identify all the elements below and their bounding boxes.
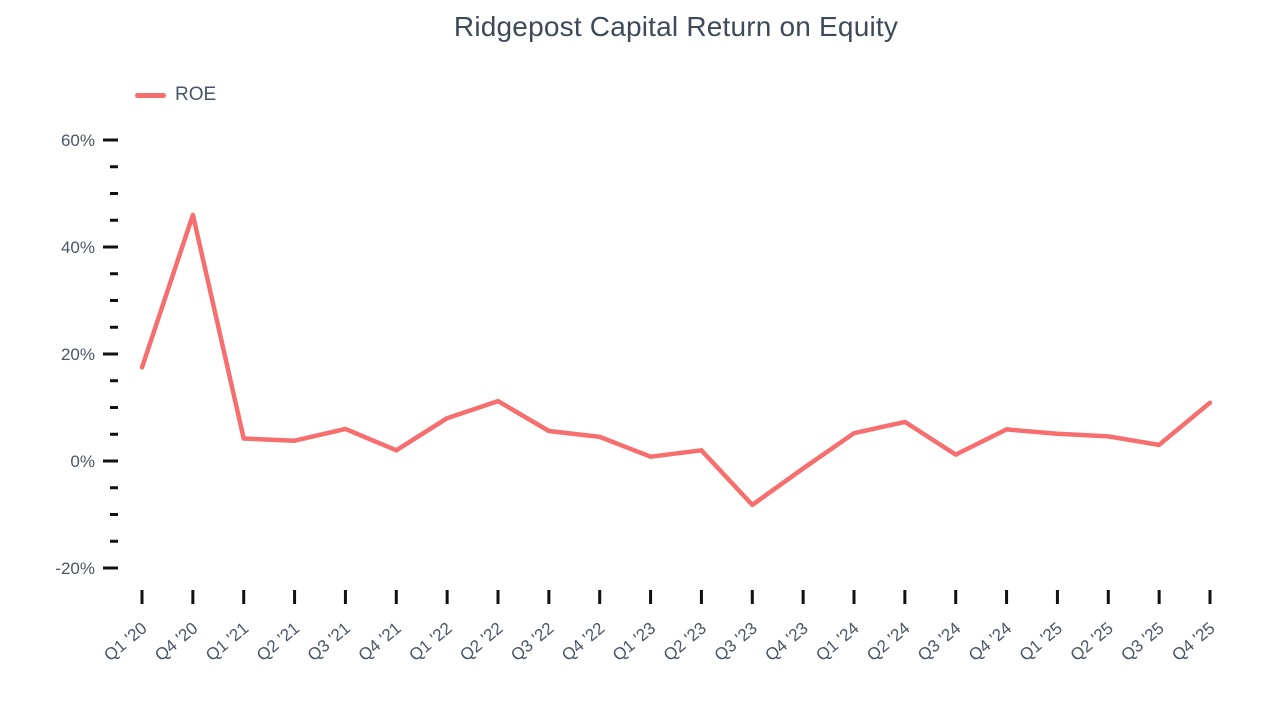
x-axis-tick-label: Q4 '20 (151, 619, 201, 665)
x-axis-tick-label: Q2 '23 (660, 619, 710, 665)
x-axis-tick-label: Q2 '21 (253, 619, 303, 665)
x-axis-tick-label: Q1 '21 (202, 619, 252, 665)
y-axis-tick-label: -20% (55, 559, 95, 578)
legend-line-swatch (135, 92, 166, 98)
x-axis-tick-label: Q4 '23 (762, 619, 812, 665)
x-axis-tick-label: Q3 '21 (304, 619, 354, 665)
x-axis-tick-label: Q2 '24 (863, 619, 913, 665)
x-axis-tick-label: Q3 '23 (711, 619, 761, 665)
roe-series-line[interactable] (139, 212, 1213, 508)
x-axis-tick-label: Q4 '22 (558, 619, 608, 665)
y-axis-tick-label: 0% (70, 452, 95, 471)
x-axis-tick-label: Q2 '25 (1067, 619, 1117, 665)
x-axis-tick-label: Q1 '24 (812, 619, 862, 665)
x-axis-tick-label: Q3 '25 (1118, 619, 1168, 665)
x-axis-tick-label: Q4 '24 (965, 619, 1015, 665)
legend-label: ROE (175, 84, 217, 105)
legend-item-roe[interactable]: ROE (135, 84, 216, 106)
x-axis-tick-label: Q1 '23 (609, 619, 659, 665)
x-axis-tick-label: Q2 '22 (456, 619, 506, 665)
y-axis-tick-label: 40% (61, 238, 95, 257)
x-axis-tick-label: Q3 '22 (507, 619, 557, 665)
x-axis-tick-label: Q3 '24 (914, 619, 964, 665)
y-axis-tick-label: 20% (61, 345, 95, 364)
x-axis-tick-label: Q4 '25 (1168, 619, 1218, 665)
x-axis-tick-label: Q1 '25 (1016, 619, 1066, 665)
x-axis-tick-label: Q1 '22 (406, 619, 456, 665)
x-axis-tick-label: Q4 '21 (355, 619, 405, 665)
chart-title: Ridgepost Capital Return on Equity (453, 11, 899, 42)
x-axis-tick-label: Q1 '20 (100, 619, 150, 665)
y-axis-tick-label: 60% (61, 131, 95, 150)
